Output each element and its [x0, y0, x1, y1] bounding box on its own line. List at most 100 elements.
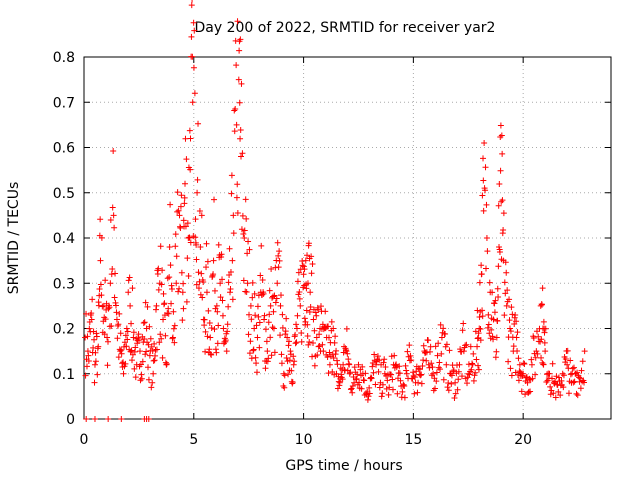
data-point [257, 272, 264, 279]
data-point [240, 277, 247, 284]
data-point [113, 316, 120, 323]
data-point [91, 361, 98, 368]
data-point [275, 264, 282, 271]
data-point [236, 99, 243, 106]
data-point [294, 278, 301, 285]
data-point [513, 334, 520, 341]
data-point [469, 361, 476, 368]
data-point [560, 384, 567, 391]
data-point [553, 373, 560, 380]
data-point [280, 370, 287, 377]
data-point [410, 372, 417, 379]
data-point [238, 80, 245, 87]
data-point [493, 348, 500, 355]
data-point [241, 227, 248, 234]
data-point [489, 289, 496, 296]
data-point [246, 350, 253, 357]
data-point [110, 212, 117, 219]
data-point [500, 210, 507, 217]
data-point [445, 387, 452, 394]
data-point [480, 207, 487, 214]
data-point [381, 356, 388, 363]
data-point [231, 107, 238, 114]
data-point [541, 339, 548, 346]
data-point [232, 105, 239, 112]
data-point [143, 348, 150, 355]
data-point [111, 294, 118, 301]
data-point [168, 286, 175, 293]
data-point [507, 328, 514, 335]
data-point [304, 280, 311, 287]
y-tick-label: 0.7 [53, 95, 75, 111]
data-point [532, 371, 539, 378]
data-point [434, 352, 441, 359]
data-point [418, 380, 425, 387]
data-point [540, 318, 547, 325]
data-point [268, 352, 275, 359]
data-point [310, 316, 317, 323]
data-point [144, 364, 151, 371]
data-point [533, 328, 540, 335]
data-point [527, 388, 534, 395]
data-point [142, 351, 149, 358]
data-point [181, 200, 188, 207]
data-point [319, 341, 326, 348]
data-point [241, 235, 248, 241]
data-point [311, 362, 318, 369]
data-point [161, 300, 168, 307]
data-point [308, 253, 315, 260]
data-point [416, 366, 423, 373]
y-tick-label: 0.1 [53, 367, 75, 383]
data-point [503, 302, 510, 309]
data-point [259, 277, 266, 284]
data-point [198, 270, 205, 277]
data-point [538, 354, 545, 361]
data-point [242, 196, 249, 203]
data-point [108, 271, 115, 278]
data-point [159, 354, 166, 361]
data-point [529, 375, 536, 382]
data-point [91, 416, 98, 422]
data-point [97, 257, 104, 264]
data-point [330, 325, 337, 332]
data-point [126, 274, 133, 281]
data-point [210, 271, 217, 278]
data-point [304, 321, 311, 328]
data-point [411, 374, 418, 381]
data-point [505, 358, 512, 365]
data-point [124, 328, 131, 335]
data-point [136, 336, 143, 343]
data-point [469, 360, 476, 367]
data-point [109, 204, 116, 211]
data-point [391, 352, 398, 359]
data-point [91, 379, 98, 386]
data-point [193, 241, 200, 248]
data-point [154, 270, 161, 277]
data-point [283, 355, 290, 362]
data-point [219, 276, 226, 283]
data-point [326, 349, 333, 356]
axis-ticks [83, 56, 611, 420]
data-point [269, 293, 276, 300]
data-point [401, 394, 408, 401]
data-point [234, 18, 241, 25]
data-point [478, 271, 485, 278]
data-point [195, 120, 202, 127]
data-point [506, 296, 513, 303]
data-point [191, 90, 198, 97]
data-point [233, 62, 240, 69]
data-point [474, 335, 481, 342]
data-point [298, 338, 305, 345]
data-point [91, 336, 98, 343]
data-point [567, 357, 574, 364]
data-point [273, 295, 280, 302]
data-point [145, 416, 152, 422]
data-point [98, 234, 105, 241]
data-point [187, 166, 194, 173]
data-point [180, 280, 187, 287]
data-point [307, 303, 314, 310]
data-point [215, 322, 222, 329]
data-point [361, 377, 368, 384]
data-point [97, 281, 104, 288]
data-point [496, 249, 503, 256]
